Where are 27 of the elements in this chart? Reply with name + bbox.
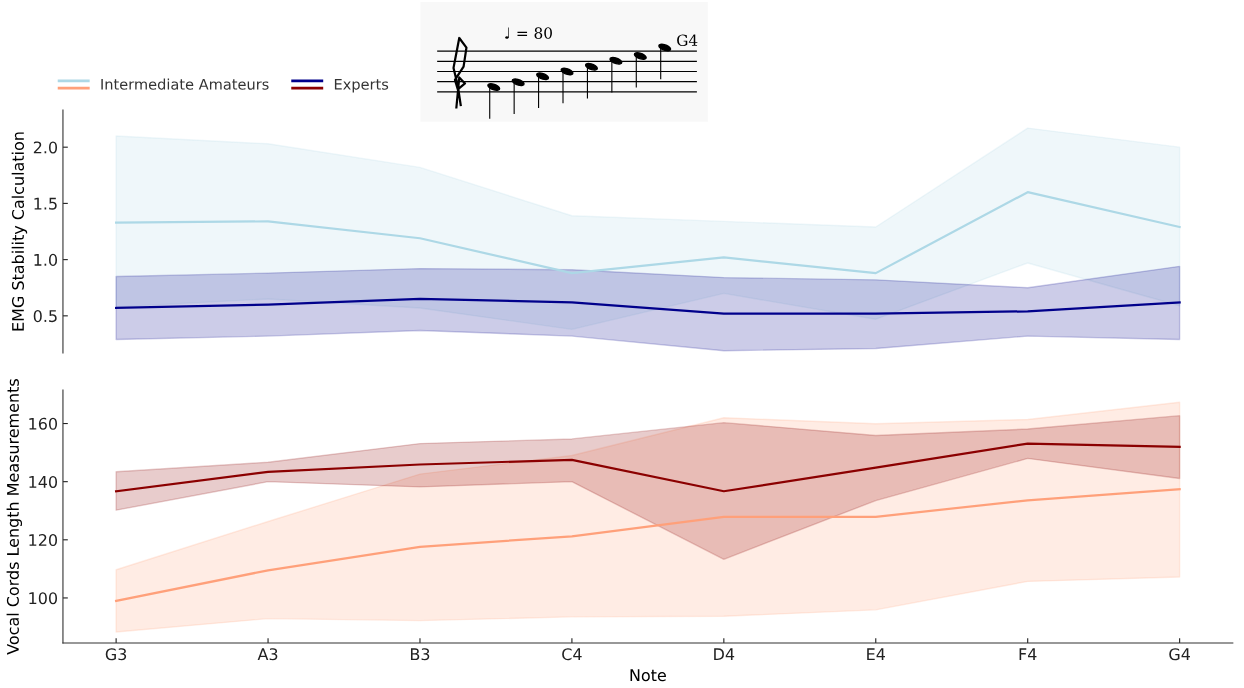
legend-label: Experts bbox=[334, 78, 389, 93]
y-tick-label: 1.5 bbox=[34, 197, 57, 210]
y-tick-label: 0.5 bbox=[33, 310, 57, 323]
y-tick-label: 1.0 bbox=[34, 253, 58, 266]
legend-label: Intermediate Amateurs bbox=[101, 78, 269, 90]
x-tick-label: G3 bbox=[105, 648, 127, 661]
y-axis-title: EMG Stability Calculation bbox=[11, 132, 28, 331]
line-series bbox=[115, 442, 1181, 493]
y-tick-label: 100 bbox=[29, 592, 58, 605]
text: G4 bbox=[677, 34, 698, 46]
x-tick-label: G4 bbox=[1169, 648, 1190, 661]
text: ♩ = 80 bbox=[505, 27, 552, 39]
line-series bbox=[115, 297, 1181, 315]
y-tick-label: 120 bbox=[29, 534, 58, 547]
x-axis-title: Note bbox=[630, 669, 666, 682]
y-tick-label: 160 bbox=[29, 417, 58, 430]
line-series bbox=[115, 488, 1181, 602]
y-axis-title: Vocal Cords Length Measurements bbox=[6, 379, 23, 655]
y-tick-label: 2.0 bbox=[33, 141, 58, 154]
line-series bbox=[115, 191, 1181, 275]
x-tick-label: B3 bbox=[410, 648, 430, 661]
x-tick-label: F4 bbox=[1019, 648, 1037, 660]
y-tick-label: 140 bbox=[29, 475, 58, 488]
x-tick-label: D4 bbox=[714, 648, 735, 660]
x-tick-label: E4 bbox=[867, 648, 885, 660]
x-tick-label: C4 bbox=[562, 648, 582, 661]
x-tick-label: A3 bbox=[257, 648, 278, 661]
